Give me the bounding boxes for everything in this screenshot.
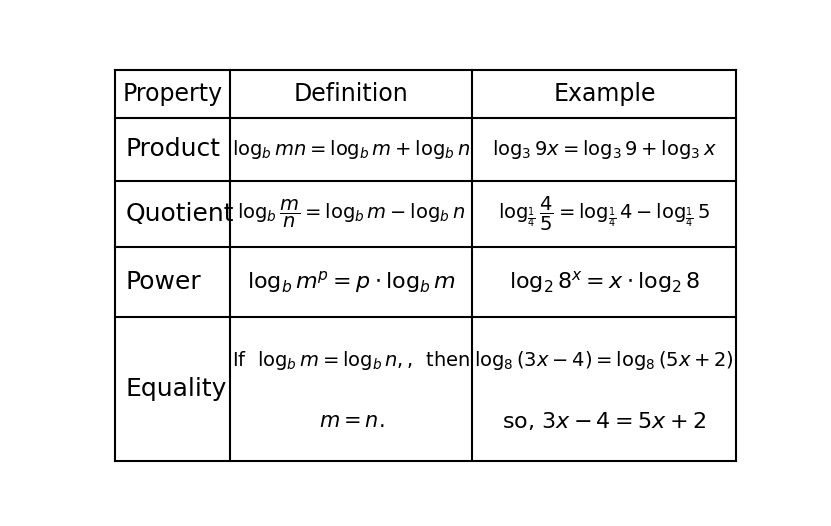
Text: $\log_{3} 9x = \log_{3} 9 + \log_{3} x$: $\log_{3} 9x = \log_{3} 9 + \log_{3} x$ (492, 138, 717, 161)
Text: Quotient: Quotient (125, 201, 234, 226)
Text: Equality: Equality (125, 377, 227, 401)
Text: $\log_{b} mn = \log_{b} m + \log_{b} n$: $\log_{b} mn = \log_{b} m + \log_{b} n$ (233, 138, 470, 161)
Text: $\log_{8}(3x-4) = \log_{8}(5x+2)$: $\log_{8}(3x-4) = \log_{8}(5x+2)$ (475, 349, 735, 372)
Text: Power: Power (125, 270, 201, 294)
Text: Property: Property (123, 82, 223, 106)
Text: $m = n.$: $m = n.$ (318, 411, 384, 431)
Text: Definition: Definition (294, 82, 409, 106)
Text: Example: Example (553, 82, 656, 106)
Text: $\log_{2} 8^{x} = x \cdot \log_{2} 8$: $\log_{2} 8^{x} = x \cdot \log_{2} 8$ (509, 269, 701, 295)
Text: $\log_{\frac{1}{4}} \dfrac{4}{5} = \log_{\frac{1}{4}} 4 - \log_{\frac{1}{4}} 5$: $\log_{\frac{1}{4}} \dfrac{4}{5} = \log_… (499, 195, 711, 232)
Text: $\log_{b} \dfrac{m}{n} = \log_{b} m - \log_{b} n$: $\log_{b} \dfrac{m}{n} = \log_{b} m - \l… (238, 198, 465, 230)
Text: Product: Product (125, 137, 220, 161)
Text: If  $\log_{b} m = \log_{b} n,$,  then: If $\log_{b} m = \log_{b} n,$, then (233, 349, 470, 372)
Text: $\log_{b} m^{p} = p \cdot \log_{b} m$: $\log_{b} m^{p} = p \cdot \log_{b} m$ (247, 269, 456, 295)
Text: so, $3x - 4 = 5x+2$: so, $3x - 4 = 5x+2$ (503, 410, 706, 432)
